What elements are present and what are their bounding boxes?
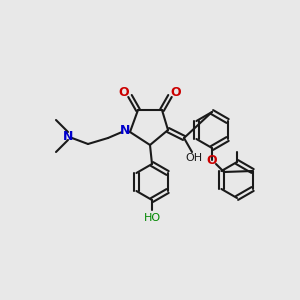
Text: HO: HO: [143, 213, 161, 223]
Text: N: N: [63, 130, 73, 142]
Text: OH: OH: [185, 153, 203, 163]
Text: O: O: [171, 85, 181, 98]
Text: N: N: [120, 124, 130, 136]
Text: O: O: [119, 85, 129, 98]
Text: O: O: [207, 154, 217, 166]
